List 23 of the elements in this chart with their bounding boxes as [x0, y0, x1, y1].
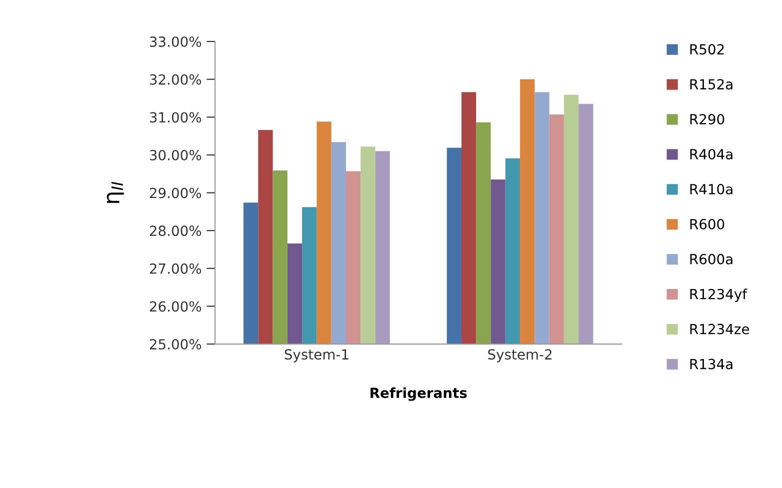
x-tick-label: System-2	[488, 349, 552, 362]
y-tick-label: 33.00%	[150, 36, 202, 47]
legend-label: R600a	[690, 254, 732, 264]
y-axis-title: η$_{II}$	[106, 182, 124, 203]
y-tick-label: 27.00%	[150, 263, 202, 274]
legend-label: R1234yf	[690, 288, 748, 302]
y-tick-label: 26.00%	[150, 301, 202, 312]
y-tick-label: 31.00%	[150, 112, 202, 123]
legend-label: R1234ze	[690, 324, 750, 334]
legend-label: R600	[690, 218, 724, 230]
legend-label: R410a	[690, 184, 732, 194]
legend-label: R134a	[690, 358, 732, 370]
legend-label: R404a	[690, 148, 732, 160]
legend-label: R290	[690, 114, 724, 124]
y-tick-label: 30.00%	[150, 150, 202, 160]
x-axis-title: Refrigerants	[370, 387, 467, 401]
x-tick-label: System-1	[284, 349, 348, 362]
legend-label: R152a	[690, 79, 732, 90]
y-tick-label: 29.00%	[150, 188, 202, 198]
y-tick-label: 32.00%	[150, 74, 202, 85]
y-tick-label: 28.00%	[150, 226, 202, 236]
legend-label: R502	[690, 44, 724, 55]
y-tick-label: 25.00%	[150, 339, 202, 350]
